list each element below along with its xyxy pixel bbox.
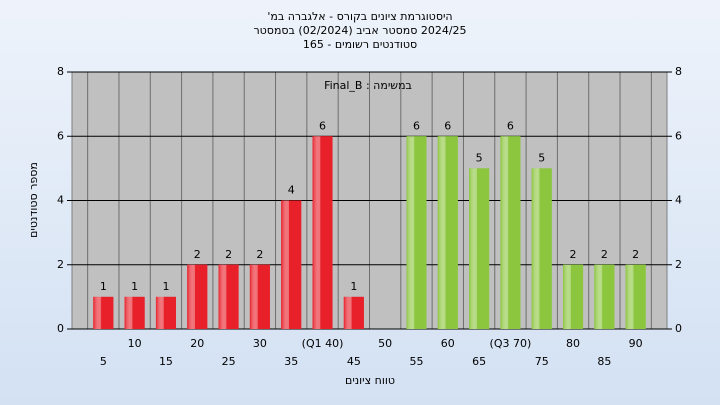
x-tick-label: 85 (597, 355, 611, 368)
y-tick-label: 4 (57, 194, 64, 207)
x-tick-label: 30 (253, 337, 267, 350)
value-label: 6 (507, 119, 514, 132)
bar-shine (187, 264, 208, 329)
y-axis-label: מספר סטודנטים (27, 162, 40, 238)
y2-tick-label: 6 (675, 129, 682, 142)
y2-tick-label: 4 (675, 194, 682, 207)
bar-shine (469, 168, 490, 329)
x-tick-label: 10 (128, 337, 142, 350)
value-label: 2 (570, 248, 577, 261)
y-tick-label: 8 (57, 65, 64, 78)
bar-shine (563, 264, 584, 329)
bar-shine (406, 136, 427, 329)
bar-shine (625, 264, 646, 329)
value-label: 6 (444, 119, 451, 132)
x-tick-label: (Q3 70) (490, 337, 532, 350)
x-tick-label: 15 (159, 355, 173, 368)
bar-shine (218, 264, 239, 329)
value-label: 5 (476, 151, 483, 164)
chart-subtitle: סטודנטים רשומים - 165 (303, 38, 417, 51)
value-label: 2 (194, 248, 201, 261)
value-label: 2 (632, 248, 639, 261)
value-label: 4 (288, 184, 295, 197)
x-tick-label: 25 (222, 355, 236, 368)
y-tick-label: 0 (57, 322, 64, 335)
value-label: 6 (319, 119, 326, 132)
bar-shine (343, 296, 364, 329)
value-label: 2 (225, 248, 232, 261)
x-tick-label: 75 (535, 355, 549, 368)
bar-shine (124, 296, 145, 329)
x-tick-label: 80 (566, 337, 580, 350)
chart-title: היסטוגרמת ציונים בקורס - אלגברה במ' (267, 10, 452, 23)
x-tick-label: 20 (190, 337, 204, 350)
bar-shine (312, 136, 333, 329)
x-tick-label: 60 (441, 337, 455, 350)
value-label: 2 (601, 248, 608, 261)
value-label: 1 (350, 280, 357, 293)
bar-shine (93, 296, 114, 329)
y-tick-label: 2 (57, 258, 64, 271)
x-axis-label: טווח ציונים (345, 374, 395, 387)
x-tick-label: 55 (409, 355, 423, 368)
bar-shine (155, 296, 176, 329)
bar-shine (594, 264, 615, 329)
y2-tick-label: 0 (675, 322, 682, 335)
y-tick-label: 6 (57, 129, 64, 142)
x-tick-label: 50 (378, 337, 392, 350)
bar-shine (437, 136, 458, 329)
y2-tick-label: 8 (675, 65, 682, 78)
bar-shine (249, 264, 270, 329)
chart-subtitle: 2024/25 סמסטר אביב (02/2024) בסמסטר (253, 24, 466, 37)
x-tick-label: 45 (347, 355, 361, 368)
annotation: במשימה : Final_B (324, 79, 412, 92)
bar-shine (281, 200, 302, 329)
value-label: 1 (131, 280, 138, 293)
y2-tick-label: 2 (675, 258, 682, 271)
value-label: 5 (538, 151, 545, 164)
value-label: 6 (413, 119, 420, 132)
bar-shine (500, 136, 521, 329)
bar-shine (531, 168, 552, 329)
x-tick-label: (Q1 40) (302, 337, 344, 350)
x-tick-label: 35 (284, 355, 298, 368)
value-label: 2 (256, 248, 263, 261)
x-tick-label: 5 (100, 355, 107, 368)
x-tick-label: 90 (629, 337, 643, 350)
value-label: 1 (100, 280, 107, 293)
value-label: 1 (162, 280, 169, 293)
x-tick-label: 65 (472, 355, 486, 368)
